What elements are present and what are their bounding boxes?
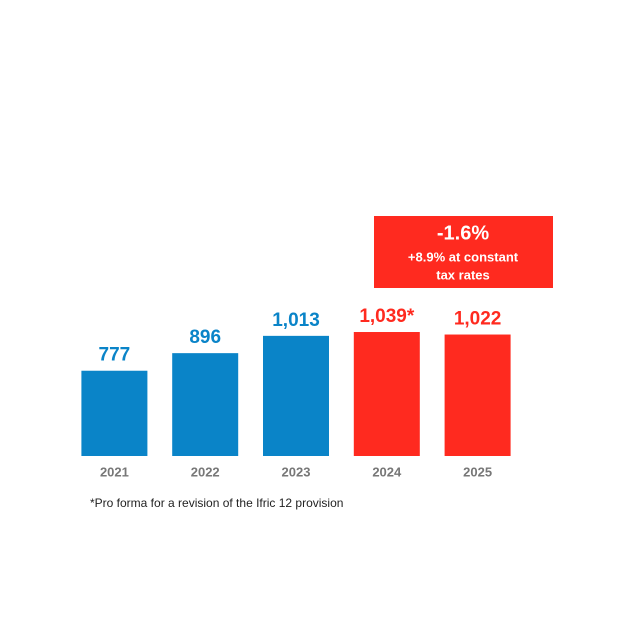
x-tick-label: 2025: [463, 464, 492, 479]
annotation-title: -1.6%: [437, 222, 489, 244]
annotation-line: +8.9% at constant: [408, 249, 519, 264]
value-label: 896: [189, 327, 221, 348]
x-tick-label: 2022: [191, 464, 220, 479]
value-label: 777: [99, 345, 131, 366]
bar: [263, 335, 329, 456]
bar: [353, 332, 420, 456]
bar: [444, 334, 511, 456]
footnote: *Pro forma for a revision of the Ifric 1…: [90, 496, 343, 510]
value-label: 1,022: [454, 309, 502, 330]
value-label: 1,039*: [359, 306, 415, 327]
annotation-box: [374, 216, 553, 288]
annotation-line: tax rates: [436, 267, 489, 282]
bar: [172, 353, 239, 456]
x-tick-label: 2024: [372, 464, 402, 479]
value-label: 1,013: [272, 310, 320, 331]
x-tick-label: 2023: [282, 464, 311, 479]
bar: [81, 370, 148, 456]
x-tick-label: 2021: [100, 464, 129, 479]
